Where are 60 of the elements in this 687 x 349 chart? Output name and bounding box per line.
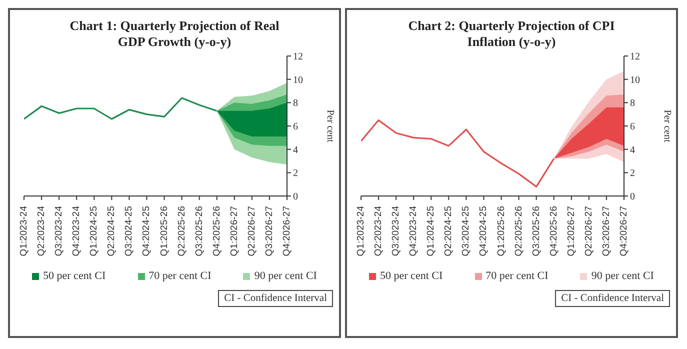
y-tick-label: 4 xyxy=(293,144,298,156)
x-tick-label: Q1:2026-27 xyxy=(566,206,577,256)
text: CI - Confidence Interval xyxy=(218,290,333,307)
legend-label: 50 per cent CI xyxy=(380,270,443,282)
text: CI - Confidence Interval xyxy=(555,290,670,307)
y-axis-title: Per cent xyxy=(661,110,672,142)
y-tick-label: 12 xyxy=(293,52,303,63)
x-tick-label: Q2:2025-26 xyxy=(176,206,188,256)
x-tick-label: Q2:2023-24 xyxy=(373,206,384,256)
x-tick-label: Q4:2024-25 xyxy=(478,206,490,256)
line-series xyxy=(24,97,218,120)
x-tick-label: Q4:2025-26 xyxy=(211,206,222,256)
x-tick-label: Q1:2026-27 xyxy=(228,206,240,256)
x-tick-label: Q3:2025-26 xyxy=(530,206,542,256)
legend-label: 90 per cent CI xyxy=(591,270,654,282)
x-tick-label: Q4:2023-24 xyxy=(71,206,82,256)
x-tick-label: Q4:2026-27 xyxy=(618,206,630,256)
y-tick-label: 0 xyxy=(293,192,298,203)
x-tick-label: Q3:2026-27 xyxy=(264,206,275,256)
x-tick-label: Q1:2025-26 xyxy=(496,206,507,256)
y-axis-title: Per cent xyxy=(324,110,336,142)
line-series xyxy=(361,119,555,188)
x-tick-label: Q2:2025-26 xyxy=(513,206,524,256)
x-tick-label: Q1:2024-25 xyxy=(88,206,100,256)
x-tick-label: Q1:2023-24 xyxy=(18,206,30,256)
x-tick-label: Q2:2023-24 xyxy=(36,206,48,256)
x-tick-label: Q4:2024-25 xyxy=(141,206,152,256)
x-tick-label: Q3:2024-25 xyxy=(124,206,135,256)
x-tick-label: Q1:2025-26 xyxy=(158,206,170,256)
x-tick-label: Q1:2024-25 xyxy=(426,206,437,256)
x-tick-label: Q4:2023-24 xyxy=(408,206,420,256)
x-tick-label: Q4:2025-26 xyxy=(548,206,560,256)
x-tick-label: Q2:2024-25 xyxy=(443,206,454,256)
x-tick-label: Q1:2023-24 xyxy=(356,206,366,256)
y-tick-label: 6 xyxy=(293,122,298,133)
x-tick-label: Q4:2026-27 xyxy=(282,206,292,256)
x-tick-label: Q2:2026-27 xyxy=(246,206,258,256)
legend-label: 70 per cent CI xyxy=(486,270,548,282)
legend-label: 90 per cent CI xyxy=(254,270,317,282)
x-tick-label: Q2:2024-25 xyxy=(106,206,118,256)
legend-label: 50 per cent CI xyxy=(43,270,106,282)
y-tick-label: 12 xyxy=(630,52,640,63)
y-tick-label: 8 xyxy=(630,98,635,110)
y-tick-label: 2 xyxy=(630,168,635,180)
y-tick-label: 10 xyxy=(293,74,303,86)
y-tick-label: 4 xyxy=(630,144,635,156)
x-tick-label: Q2:2026-27 xyxy=(583,206,594,256)
y-tick-label: 2 xyxy=(293,168,298,180)
x-tick-label: Q3:2026-27 xyxy=(600,206,612,256)
legend-label: 70 per cent CI xyxy=(148,270,212,282)
y-tick-label: 6 xyxy=(630,122,635,133)
x-tick-label: Q3:2023-24 xyxy=(54,206,65,256)
chart-title: Chart 2: Quarterly Projection of CPI Inflation (y-o-y) xyxy=(407,17,616,50)
y-tick-label: 10 xyxy=(630,74,640,86)
x-tick-label: Q3:2024-25 xyxy=(460,206,472,256)
x-tick-label: Q3:2025-26 xyxy=(194,206,205,256)
x-tick-label: Q3:2023-24 xyxy=(390,206,402,256)
y-tick-label: 8 xyxy=(293,98,298,110)
chart-title: Chart 1: Quarterly Projection of Real GDP Growth (y-o-y) xyxy=(68,17,280,50)
y-tick-label: 0 xyxy=(630,192,635,203)
